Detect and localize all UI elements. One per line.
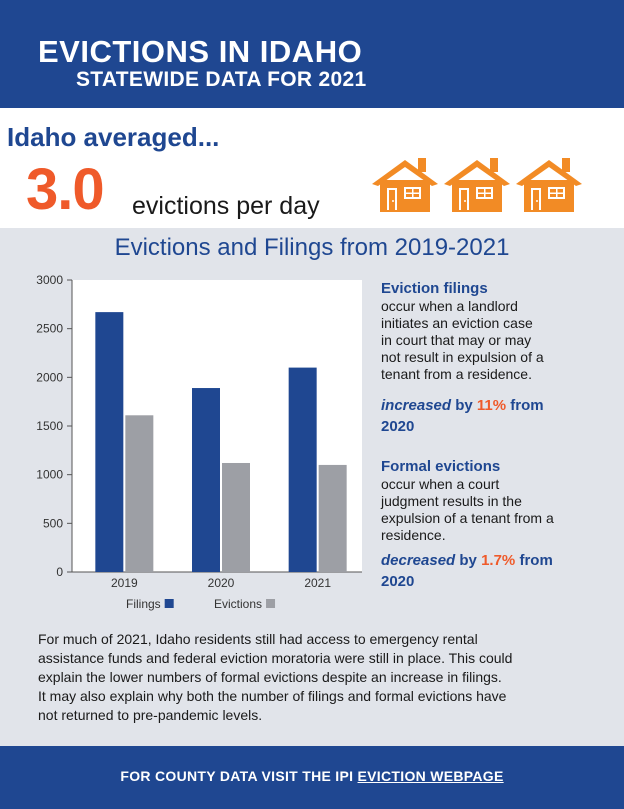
legend-label: Evictions bbox=[214, 597, 262, 611]
legend-label: Filings bbox=[126, 597, 161, 611]
bar-evictions-2020 bbox=[222, 462, 250, 572]
evictions-trend-by: by bbox=[459, 552, 477, 569]
evictions-body-line: expulsion of a tenant from a bbox=[381, 510, 554, 526]
y-tick-label: 2500 bbox=[36, 322, 63, 336]
house-icon bbox=[444, 158, 510, 212]
paragraph-line: explain the lower numbers of formal evic… bbox=[38, 669, 502, 685]
y-tick-label: 500 bbox=[43, 516, 63, 530]
filings-body-line: initiates an eviction case bbox=[381, 315, 533, 331]
house-icon bbox=[516, 158, 582, 212]
evictions-body-line: occur when a court bbox=[381, 476, 500, 492]
paragraph-line: It may also explain why both the number … bbox=[38, 688, 507, 704]
filings-body-line: occur when a landlord bbox=[381, 298, 518, 314]
evictions-trend: decreased by 1.7% from 2020 bbox=[381, 550, 601, 592]
evictions-body-line: residence. bbox=[381, 527, 446, 543]
header-banner: EVICTIONS IN IDAHO STATEWIDE DATA FOR 20… bbox=[0, 0, 624, 108]
x-tick-label: 2021 bbox=[304, 576, 331, 590]
evictions-body: occur when a court judgment results in t… bbox=[381, 476, 601, 544]
evictions-trend-word: decreased bbox=[381, 552, 456, 569]
filings-trend-pct: 11% bbox=[476, 397, 507, 414]
y-tick-label: 1000 bbox=[36, 468, 63, 482]
y-tick-label: 3000 bbox=[36, 273, 63, 287]
bar-filings-2021 bbox=[288, 367, 317, 572]
evictions-body-line: judgment results in the bbox=[381, 493, 522, 509]
filings-trend: increased by 11% from 2020 bbox=[381, 395, 601, 437]
main-panel: Evictions and Filings from 2019-2021 0 50… bbox=[0, 228, 624, 746]
paragraph-line: For much of 2021, Idaho residents still … bbox=[38, 631, 478, 647]
bar-filings-2020 bbox=[192, 388, 220, 572]
summary-intro: Idaho averaged... bbox=[7, 122, 220, 152]
x-tick-label: 2019 bbox=[111, 576, 138, 590]
x-tick-label: 2020 bbox=[208, 576, 235, 590]
bar-evictions-2021 bbox=[318, 464, 347, 572]
paragraph-line: assistance funds and federal eviction mo… bbox=[38, 650, 513, 666]
filings-trend-from: from bbox=[510, 397, 544, 414]
evictions-trend-from: from bbox=[519, 552, 553, 569]
filings-body-line: not result in expulsion of a bbox=[381, 349, 544, 365]
houses-graphic bbox=[372, 158, 582, 212]
summary-value: 3.0 bbox=[26, 157, 105, 222]
filings-trend-by: by bbox=[455, 397, 473, 414]
filings-heading: Eviction filings bbox=[381, 280, 488, 297]
filings-body-line: in court that may or may bbox=[381, 332, 532, 348]
explanation-paragraph: For much of 2021, Idaho residents still … bbox=[38, 630, 598, 725]
footer-banner: FOR COUNTY DATA VISIT THE IPI EVICTION W… bbox=[0, 746, 624, 809]
summary-strip: Idaho averaged... 3.0 evictions per day bbox=[0, 108, 624, 228]
evictions-info: Formal evictions occur when a court judg… bbox=[381, 458, 601, 592]
y-tick-label: 0 bbox=[56, 565, 63, 579]
legend-swatch bbox=[266, 599, 276, 608]
house-icon bbox=[372, 158, 438, 212]
evictions-trend-pct: 1.7% bbox=[481, 552, 516, 569]
evictions-heading: Formal evictions bbox=[381, 458, 501, 475]
bar-filings-2019 bbox=[95, 312, 124, 572]
filings-info: Eviction filings occur when a landlord i… bbox=[381, 280, 601, 437]
y-tick-label: 1500 bbox=[36, 419, 63, 433]
eviction-webpage-link[interactable]: EVICTION WEBPAGE bbox=[357, 768, 504, 784]
bar-chart: 0 500 1000 1500 2000 2500 3000 2019 2020 2021 Fili… bbox=[36, 273, 362, 611]
filings-body-line: tenant from a residence. bbox=[381, 366, 532, 382]
bar-evictions-2019 bbox=[125, 415, 154, 572]
filings-body: occur when a landlord initiates an evict… bbox=[381, 298, 601, 383]
filings-trend-word: increased bbox=[381, 397, 452, 414]
filings-trend-year: 2020 bbox=[381, 418, 415, 435]
evictions-trend-year: 2020 bbox=[381, 573, 415, 590]
summary-unit: evictions per day bbox=[132, 192, 320, 220]
y-tick-label: 2000 bbox=[36, 370, 63, 384]
footer-prefix: FOR COUNTY DATA VISIT THE IPI bbox=[120, 768, 354, 784]
chart-legend: Filings Evictions bbox=[126, 597, 276, 611]
legend-swatch bbox=[164, 599, 174, 608]
paragraph-line: not returned to pre-pandemic levels. bbox=[38, 707, 263, 723]
page-subtitle: STATEWIDE DATA FOR 2021 bbox=[76, 68, 367, 91]
chart-title: Evictions and Filings from 2019-2021 bbox=[114, 234, 510, 261]
page-title: EVICTIONS IN IDAHO bbox=[38, 34, 363, 69]
footer-text: FOR COUNTY DATA VISIT THE IPI EVICTION W… bbox=[0, 768, 624, 784]
